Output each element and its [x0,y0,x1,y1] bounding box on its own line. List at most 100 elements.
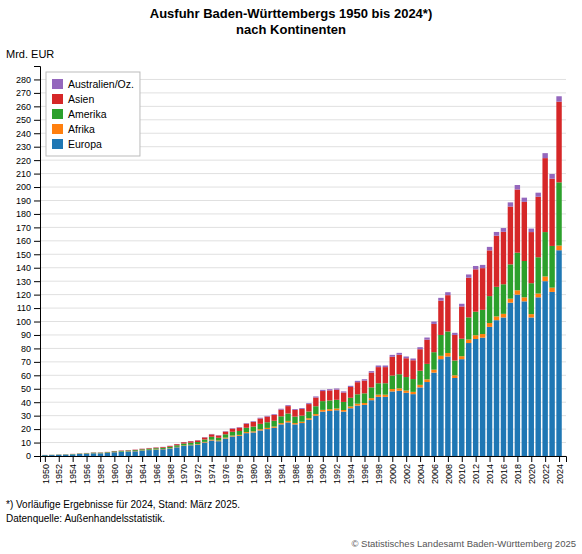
bar-segment [549,174,554,179]
bar-segment [313,414,318,416]
bar-segment [362,379,367,380]
x-tick-label: 1994 [346,464,356,484]
y-tick-mark [34,133,40,134]
bar-segment [167,445,172,446]
bar-segment [160,449,165,456]
bar-segment [417,349,422,371]
bar-segment [508,303,513,456]
bar-segment [383,367,388,383]
x-axis: 1950195219541956195819601962196419661968… [41,456,567,484]
grid-line [40,160,566,161]
x-tick-mark [73,456,74,462]
legend-swatch [52,79,63,89]
x-tick-mark [420,456,421,462]
y-tick-mark [34,308,40,309]
bar-segment [376,383,381,394]
bar-segment [146,448,151,450]
bar-segment [362,403,367,405]
y-tick-mark [34,456,40,457]
x-tick-label: 1986 [291,464,301,484]
x-tick-label: 1980 [249,464,259,484]
bar-segment [202,439,207,441]
bar-segment [334,390,339,400]
bar-segment [132,449,137,450]
bar-segment [202,437,207,439]
legend-swatch [52,124,63,134]
x-tick-mark [517,456,518,462]
y-tick-mark [34,187,40,188]
bar-segment [320,390,325,391]
x-tick-label: 1960 [110,464,120,484]
bar-segment [299,422,304,423]
y-tick-label: 150 [16,250,31,260]
bar-segment [244,424,249,428]
bar-segment [459,356,464,359]
y-tick-mark [34,322,40,323]
bar-segment [424,340,429,364]
x-tick: 1954 [68,456,78,484]
footnote: Datenquelle: Außenhandelsstatistik. [6,513,165,524]
bar-segment [160,446,165,448]
bar-segment [369,398,374,400]
y-tick-label: 70 [21,357,31,367]
y-tick: 140 [16,263,40,273]
bar-segment [501,228,506,232]
y-tick: 200 [16,182,40,192]
series [42,182,562,455]
bar-segment [494,236,499,287]
bar-segment [98,452,103,453]
bar-segment [522,202,527,261]
bar-segment [77,453,82,454]
bar-segment [535,197,540,258]
x-tick-label: 2022 [541,464,551,484]
bar-segment [91,452,96,453]
legend-item: Afrika [52,123,95,135]
bar-segment [299,409,304,416]
bar-segment [139,449,144,450]
x-axis-line [41,457,567,463]
y-tick-mark [34,389,40,390]
bar-segment [278,410,283,417]
bar-segment [292,417,297,423]
bar-segment [424,382,429,456]
bar-segment [63,454,68,455]
bar-segment [515,189,520,252]
bar-segment [285,422,290,456]
bar-segment [313,416,318,456]
bar-segment [63,455,68,456]
bar-segment [299,416,304,422]
bar-segment [327,409,332,411]
bar-segment [480,334,485,338]
bar-segment [313,396,318,397]
y-tick-mark [34,241,40,242]
x-tick: 1992 [332,456,342,484]
bar-segment [174,447,179,456]
bar-segment [327,390,332,400]
legend-label: Afrika [68,123,95,135]
bar-segment [244,428,249,432]
bar-segment [63,454,68,455]
bar-segment [487,247,492,250]
bar-segment [466,274,471,277]
x-tick-mark [309,456,310,462]
x-tick-label: 1990 [318,464,328,484]
bar-segment [535,294,540,298]
x-tick-mark [503,456,504,462]
bar-segment [459,359,464,456]
legend-box [46,72,140,156]
x-tick-label: 1964 [138,464,148,484]
bar-segment [306,411,311,418]
grid-line [40,173,566,174]
x-tick-mark [434,456,435,462]
bar-segment [91,453,96,454]
bar-segment [258,430,263,456]
y-tick: 230 [16,142,40,152]
bar-segment [105,453,110,456]
bar-segment [529,283,534,314]
bar-segment [487,327,492,456]
bar-segment [132,450,137,452]
legend-swatch [52,94,63,104]
bar-segment [285,406,290,413]
bar-segment [341,412,346,456]
y-tick-label: 60 [21,371,31,381]
